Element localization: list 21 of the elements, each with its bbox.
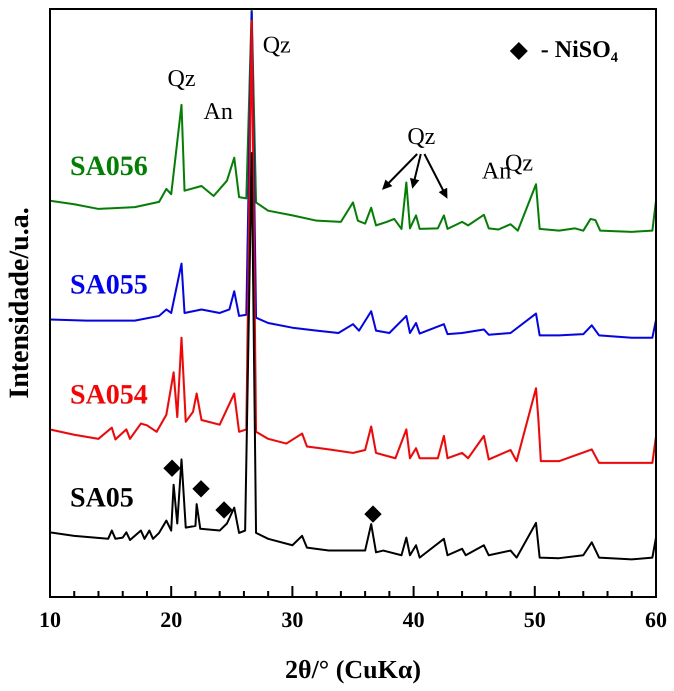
annotation: Qz [262,32,291,58]
point [364,506,382,523]
series-label: SA05 [70,482,134,514]
x-tick-label: 50 [524,606,546,632]
x-tick-label: 30 [281,606,304,632]
x-axis-title: 2θ/° (CuKα) [285,655,421,684]
x-tick-label: 20 [160,606,182,632]
y-axis-title: Intensidade/u.a. [4,207,36,399]
point [192,480,210,498]
point [216,501,233,518]
annotation: Qz [407,124,436,150]
x-tick-label: 40 [402,606,425,632]
legend-label: - NiSO₄ [540,37,618,64]
annotation: An [204,99,233,126]
series-label: SA054 [70,380,148,411]
x-tick-label: 10 [39,606,61,632]
series-label: SA056 [70,150,148,182]
x-tick-label: 60 [645,606,667,632]
series-label: SA055 [70,270,148,301]
annotation: Qz [168,66,196,92]
point [164,460,181,477]
